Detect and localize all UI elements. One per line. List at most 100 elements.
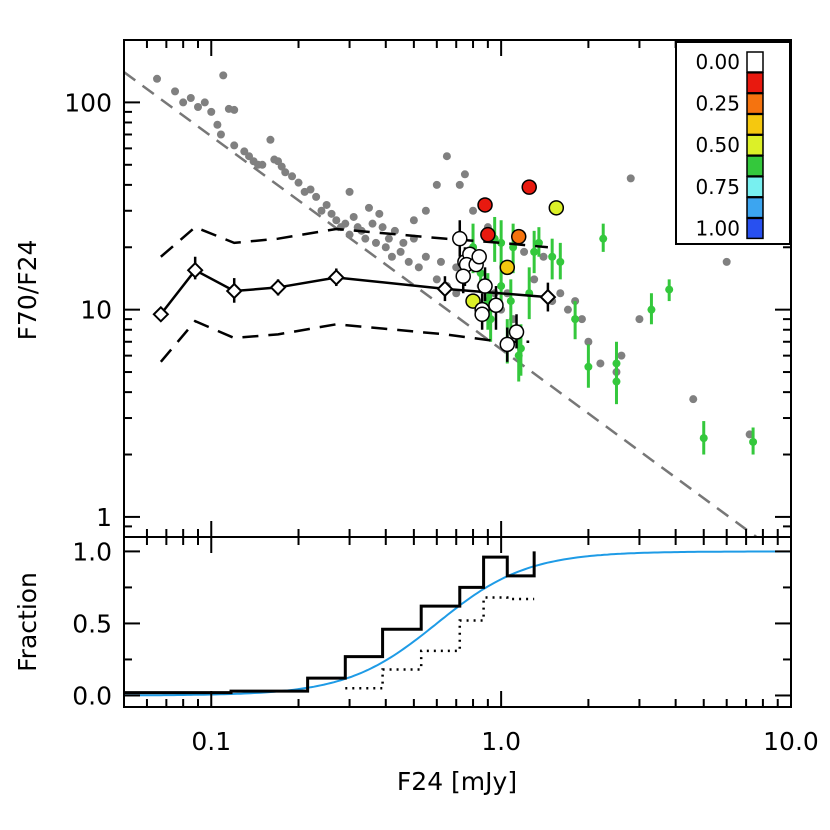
background-source-point — [375, 209, 384, 218]
background-source-point — [258, 160, 267, 169]
background-source-point — [327, 209, 336, 218]
background-source-point — [689, 395, 698, 404]
background-source-point — [617, 351, 626, 360]
background-source-point — [387, 252, 396, 261]
colored-source-point — [471, 248, 487, 265]
colorbar-swatch — [746, 176, 764, 198]
green-source-point — [506, 297, 515, 306]
background-source-point — [213, 120, 222, 129]
background-source-point — [530, 275, 539, 284]
green-source-point — [699, 434, 708, 443]
background-source-point — [171, 87, 180, 96]
colorbar-swatch — [746, 196, 764, 219]
background-source-point — [364, 203, 373, 212]
background-source-point — [635, 315, 644, 324]
colorbar-tick-label: 0.25 — [695, 92, 740, 116]
top-panel: 1 10 100 F70/F24 0.00 0.25 0.50 0.75 1.00 — [13, 39, 792, 538]
green-source-point — [665, 285, 674, 294]
background-source-point — [322, 200, 331, 209]
green-source-point — [530, 247, 539, 256]
background-source-point — [442, 152, 451, 161]
background-source-point — [341, 219, 350, 228]
colorbar-tick-label: 0.50 — [695, 133, 740, 157]
background-source-point — [207, 107, 216, 116]
green-source-point — [612, 377, 621, 386]
background-source-point — [179, 98, 188, 107]
median-diamond-marker — [225, 282, 243, 300]
dotted-histogram — [345, 596, 535, 690]
background-source-point — [230, 105, 239, 114]
bottom-panel-frame — [123, 536, 792, 708]
background-source-point — [520, 247, 529, 256]
colored-source-point — [480, 226, 496, 243]
background-source-point — [396, 247, 405, 256]
background-source-point — [230, 141, 239, 150]
background-source-point — [193, 103, 202, 112]
colorbar-tick-label: 0.75 — [695, 175, 740, 199]
background-source-point — [414, 263, 423, 272]
green-source-point — [571, 315, 580, 324]
background-source-point — [421, 206, 430, 215]
colored-source-point — [499, 336, 516, 353]
top-ylabel: F70/F24 — [13, 240, 42, 341]
background-source-point — [361, 234, 370, 243]
background-source-point — [345, 230, 354, 239]
green-source-point — [599, 234, 608, 243]
top-plot-area — [124, 71, 758, 537]
green-source-point — [497, 238, 506, 247]
colorbar-tick-label: 0.00 — [695, 50, 740, 74]
background-source-point — [436, 257, 445, 266]
background-source-point — [722, 257, 731, 266]
background-source-point — [153, 74, 162, 83]
colorbar-tick-label: 1.00 — [695, 216, 740, 240]
colored-source-point — [455, 268, 471, 284]
bottom-x-tick-label: 0.1 — [191, 727, 231, 756]
background-source-point — [281, 168, 290, 177]
background-source-point — [539, 252, 548, 261]
background-source-point — [596, 359, 605, 368]
background-source-point — [556, 289, 565, 298]
colored-source-point — [508, 324, 525, 340]
background-source-point — [399, 238, 408, 247]
median-diamond-marker — [327, 269, 345, 286]
median-diamond-marker — [152, 305, 170, 323]
colorbar-swatch — [746, 92, 764, 115]
lower-envelope-line — [159, 319, 530, 363]
background-source-point — [469, 206, 478, 215]
top-y-tick-label: 10 — [80, 296, 112, 325]
background-source-point — [577, 315, 586, 324]
background-source-point — [563, 305, 572, 314]
median-diamond-marker — [539, 288, 557, 306]
upper-envelope-line — [160, 225, 549, 258]
colored-source-point — [499, 259, 516, 276]
green-source-point — [548, 252, 557, 261]
background-source-point — [432, 275, 441, 284]
background-source-point — [626, 174, 635, 183]
green-source-point — [749, 437, 758, 446]
bottom-ylabel: Fraction — [13, 572, 42, 672]
background-source-point — [288, 172, 297, 181]
colorbar-swatch — [746, 113, 764, 136]
bottom-y-tick-label: 0.5 — [72, 609, 112, 638]
fit-curve — [124, 550, 791, 697]
background-source-point — [368, 219, 377, 228]
colorbar: 0.00 0.25 0.50 0.75 1.00 — [675, 41, 791, 245]
green-source-point — [584, 362, 593, 371]
green-source-point — [647, 305, 656, 314]
colorbar-swatch — [746, 51, 764, 73]
background-source-point — [216, 130, 225, 139]
colorbar-swatch — [746, 72, 764, 94]
background-source-point — [460, 170, 469, 179]
bottom-plot-area — [124, 550, 791, 697]
median-diamond-marker — [186, 261, 204, 279]
background-source-point — [200, 98, 209, 107]
background-source-point — [432, 180, 441, 189]
reference-dashed-line — [124, 71, 758, 537]
solid-histogram — [124, 551, 536, 695]
background-source-point — [345, 187, 354, 196]
background-source-point — [378, 223, 387, 232]
background-source-point — [266, 135, 275, 144]
background-source-point — [584, 337, 593, 346]
background-source-point — [381, 243, 390, 252]
colored-source-point — [510, 228, 527, 245]
